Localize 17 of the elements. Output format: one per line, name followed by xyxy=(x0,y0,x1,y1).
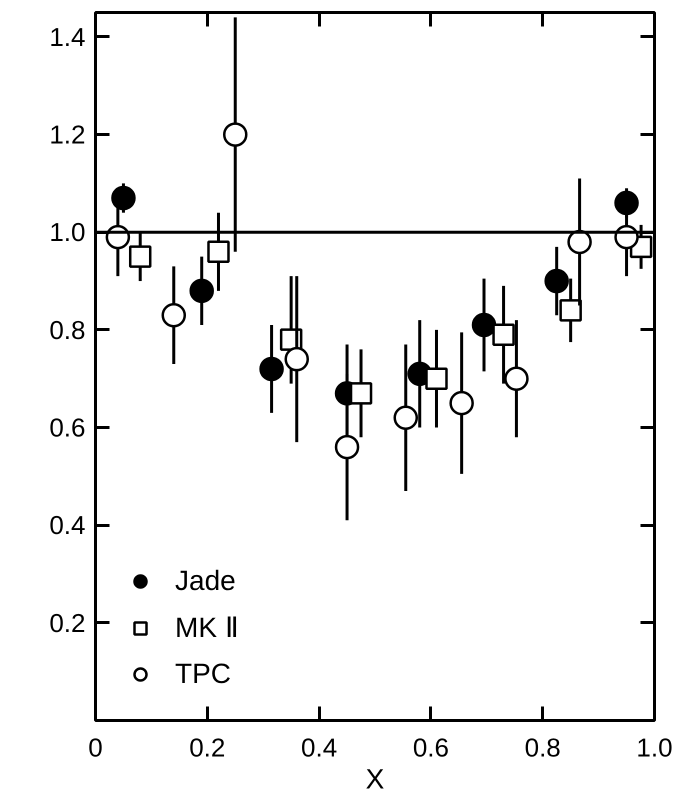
y-tick-label: 1.0 xyxy=(49,217,86,248)
y-tick-label: 1.2 xyxy=(49,120,86,150)
x-tick-label: 0 xyxy=(88,732,103,762)
y-tick-label: 1.4 xyxy=(49,22,86,52)
x-axis-title: X xyxy=(366,764,385,794)
legend-label: Jade xyxy=(175,565,236,597)
x-tick-label: 0.6 xyxy=(412,732,449,762)
legend-label: TPC xyxy=(175,658,231,690)
y-tick-label: 0.8 xyxy=(49,314,86,345)
y-tick-label: 0.6 xyxy=(49,412,86,443)
x-tick-label: 1.0 xyxy=(636,732,673,762)
x-tick-label: 0.8 xyxy=(524,732,561,762)
legend-label: MK Ⅱ xyxy=(175,611,239,644)
y-tick-label: 0.2 xyxy=(49,608,86,638)
y-tick-label: 0.4 xyxy=(49,510,86,540)
x-tick-label: 0.2 xyxy=(189,732,226,762)
x-tick-label: 0.4 xyxy=(301,732,338,762)
